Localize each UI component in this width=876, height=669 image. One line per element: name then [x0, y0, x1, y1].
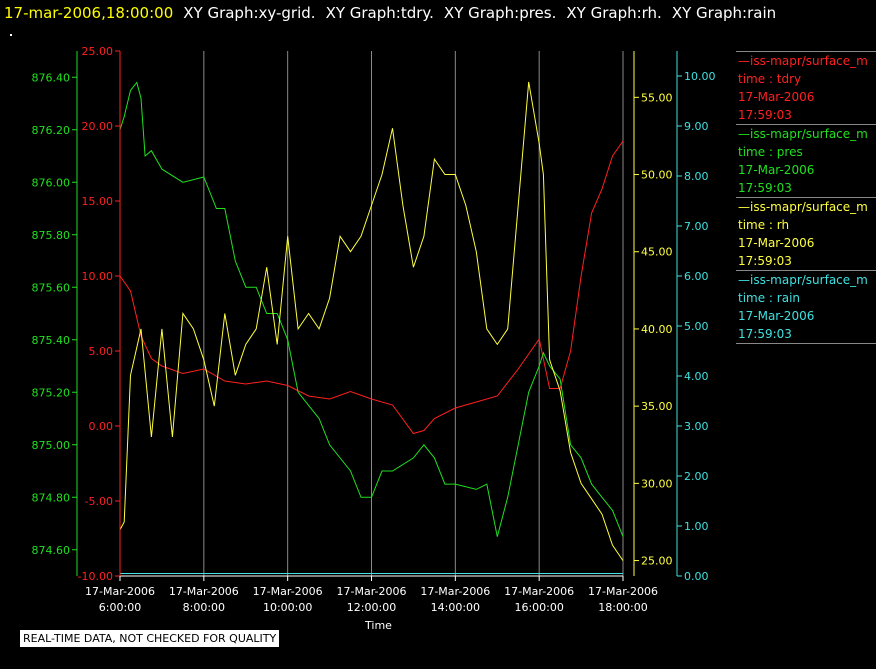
y-tick-label-pres: 875.60: [32, 281, 71, 294]
legend-time: 17:59:03: [738, 327, 792, 341]
legend-time: 17:59:03: [738, 108, 792, 122]
series-line-rh: [119, 81, 624, 561]
x-tick-label-time: 12:00:00: [347, 601, 396, 614]
y-tick-label-tdry: 10.00: [82, 270, 114, 283]
graph-title-rh: XY Graph:rh.: [566, 4, 662, 22]
y-tick-label-rh: 45.00: [641, 246, 673, 259]
x-tick-label-time: 16:00:00: [514, 601, 563, 614]
legend-field: time : rh: [738, 218, 790, 232]
header: 17-mar-2006,18:00:00 XY Graph:xy-grid. XY …: [4, 3, 776, 23]
y-tick-label-rain: 4.00: [684, 370, 709, 383]
legend-date: 17-Mar-2006: [738, 90, 815, 104]
legend-field: time : rain: [738, 291, 801, 305]
y-tick-label-pres: 876.00: [32, 176, 71, 189]
legend-date: 17-Mar-2006: [738, 236, 815, 250]
x-tick-label-date: 17-Mar-2006: [253, 585, 323, 598]
x-tick-label-date: 17-Mar-2006: [85, 585, 155, 598]
y-tick-label-pres: 874.60: [32, 544, 71, 557]
y-tick-label-rh: 40.00: [641, 323, 673, 336]
y-tick-label-pres: 875.80: [32, 229, 71, 242]
series-line-tdry: [119, 140, 624, 435]
y-tick-label-rain: 9.00: [684, 120, 709, 133]
y-tick-label-pres: 875.40: [32, 334, 71, 347]
y-tick-label-rain: 3.00: [684, 420, 709, 433]
y-tick-label-pres: 875.00: [32, 439, 71, 452]
y-tick-label-rain: 2.00: [684, 470, 709, 483]
x-tick-label-date: 17-Mar-2006: [588, 585, 658, 598]
x-tick-label-time: 14:00:00: [431, 601, 480, 614]
legend-entry-tdry[interactable]: —iss-mapr/surface_m time : tdry 17-Mar-2…: [736, 51, 876, 124]
x-axis-label: Time: [364, 619, 392, 632]
legend: —iss-mapr/surface_m time : tdry 17-Mar-2…: [736, 51, 876, 344]
y-tick-label-tdry: 15.00: [82, 195, 114, 208]
legend-time: 17:59:03: [738, 254, 792, 268]
y-tick-label-tdry: -5.00: [85, 495, 113, 508]
x-tick-label-time: 8:00:00: [183, 601, 225, 614]
graph-title-rain: XY Graph:rain: [671, 4, 777, 22]
y-tick-label-rh: 50.00: [641, 169, 673, 182]
series-line-pres: [119, 81, 624, 537]
x-tick-label-time: 10:00:00: [263, 601, 312, 614]
legend-date: 17-Mar-2006: [738, 163, 815, 177]
legend-entry-pres[interactable]: —iss-mapr/surface_m time : pres 17-Mar-2…: [736, 124, 876, 197]
y-tick-label-rh: 55.00: [641, 91, 673, 104]
y-tick-label-pres: 876.20: [32, 124, 71, 137]
y-tick-label-rh: 25.00: [641, 555, 673, 568]
x-tick-label-time: 18:00:00: [598, 601, 647, 614]
x-tick-label-date: 17-Mar-2006: [337, 585, 407, 598]
y-tick-label-rh: 30.00: [641, 477, 673, 490]
graph-title-tdry: XY Graph:tdry.: [325, 4, 434, 22]
y-tick-label-tdry: 20.00: [82, 120, 114, 133]
y-tick-label-rain: 10.00: [684, 70, 716, 83]
y-tick-label-pres: 875.20: [32, 386, 71, 399]
legend-entry-rain[interactable]: —iss-mapr/surface_m time : rain 17-Mar-2…: [736, 270, 876, 344]
legend-entry-rh[interactable]: —iss-mapr/surface_m time : rh 17-Mar-200…: [736, 197, 876, 270]
y-tick-label-pres: 876.40: [32, 71, 71, 84]
quality-notice: REAL-TIME DATA, NOT CHECKED FOR QUALITY: [20, 630, 280, 647]
y-tick-label-rain: 7.00: [684, 220, 709, 233]
legend-field: time : pres: [738, 145, 803, 159]
x-tick-label-date: 17-Mar-2006: [504, 585, 574, 598]
y-tick-label-tdry: 0.00: [89, 420, 114, 433]
y-tick-label-rain: 1.00: [684, 520, 709, 533]
y-tick-label-rain: 0.00: [684, 570, 709, 583]
y-tick-label-rain: 5.00: [684, 320, 709, 333]
legend-series-name: —iss-mapr/surface_m: [738, 200, 868, 214]
marker-dot: [10, 34, 12, 36]
legend-series-name: —iss-mapr/surface_m: [738, 273, 868, 287]
y-tick-label-tdry: -10.00: [78, 570, 113, 583]
y-tick-label-pres: 874.80: [32, 491, 71, 504]
header-timestamp: 17-mar-2006,18:00:00: [4, 4, 174, 22]
y-tick-label-rain: 8.00: [684, 170, 709, 183]
legend-field: time : tdry: [738, 72, 802, 86]
x-tick-label-time: 6:00:00: [99, 601, 141, 614]
x-tick-label-date: 17-Mar-2006: [169, 585, 239, 598]
y-tick-label-tdry: 25.00: [82, 45, 114, 58]
legend-date: 17-Mar-2006: [738, 309, 815, 323]
graph-title-xy-grid: XY Graph:xy-grid.: [183, 4, 316, 22]
y-tick-label-rh: 35.00: [641, 400, 673, 413]
legend-series-name: —iss-mapr/surface_m: [738, 127, 868, 141]
y-tick-label-rain: 6.00: [684, 270, 709, 283]
y-tick-label-tdry: 5.00: [89, 345, 114, 358]
x-tick-label-date: 17-Mar-2006: [420, 585, 490, 598]
legend-series-name: —iss-mapr/surface_m: [738, 54, 868, 68]
legend-time: 17:59:03: [738, 181, 792, 195]
graph-title-pres: XY Graph:pres.: [443, 4, 557, 22]
